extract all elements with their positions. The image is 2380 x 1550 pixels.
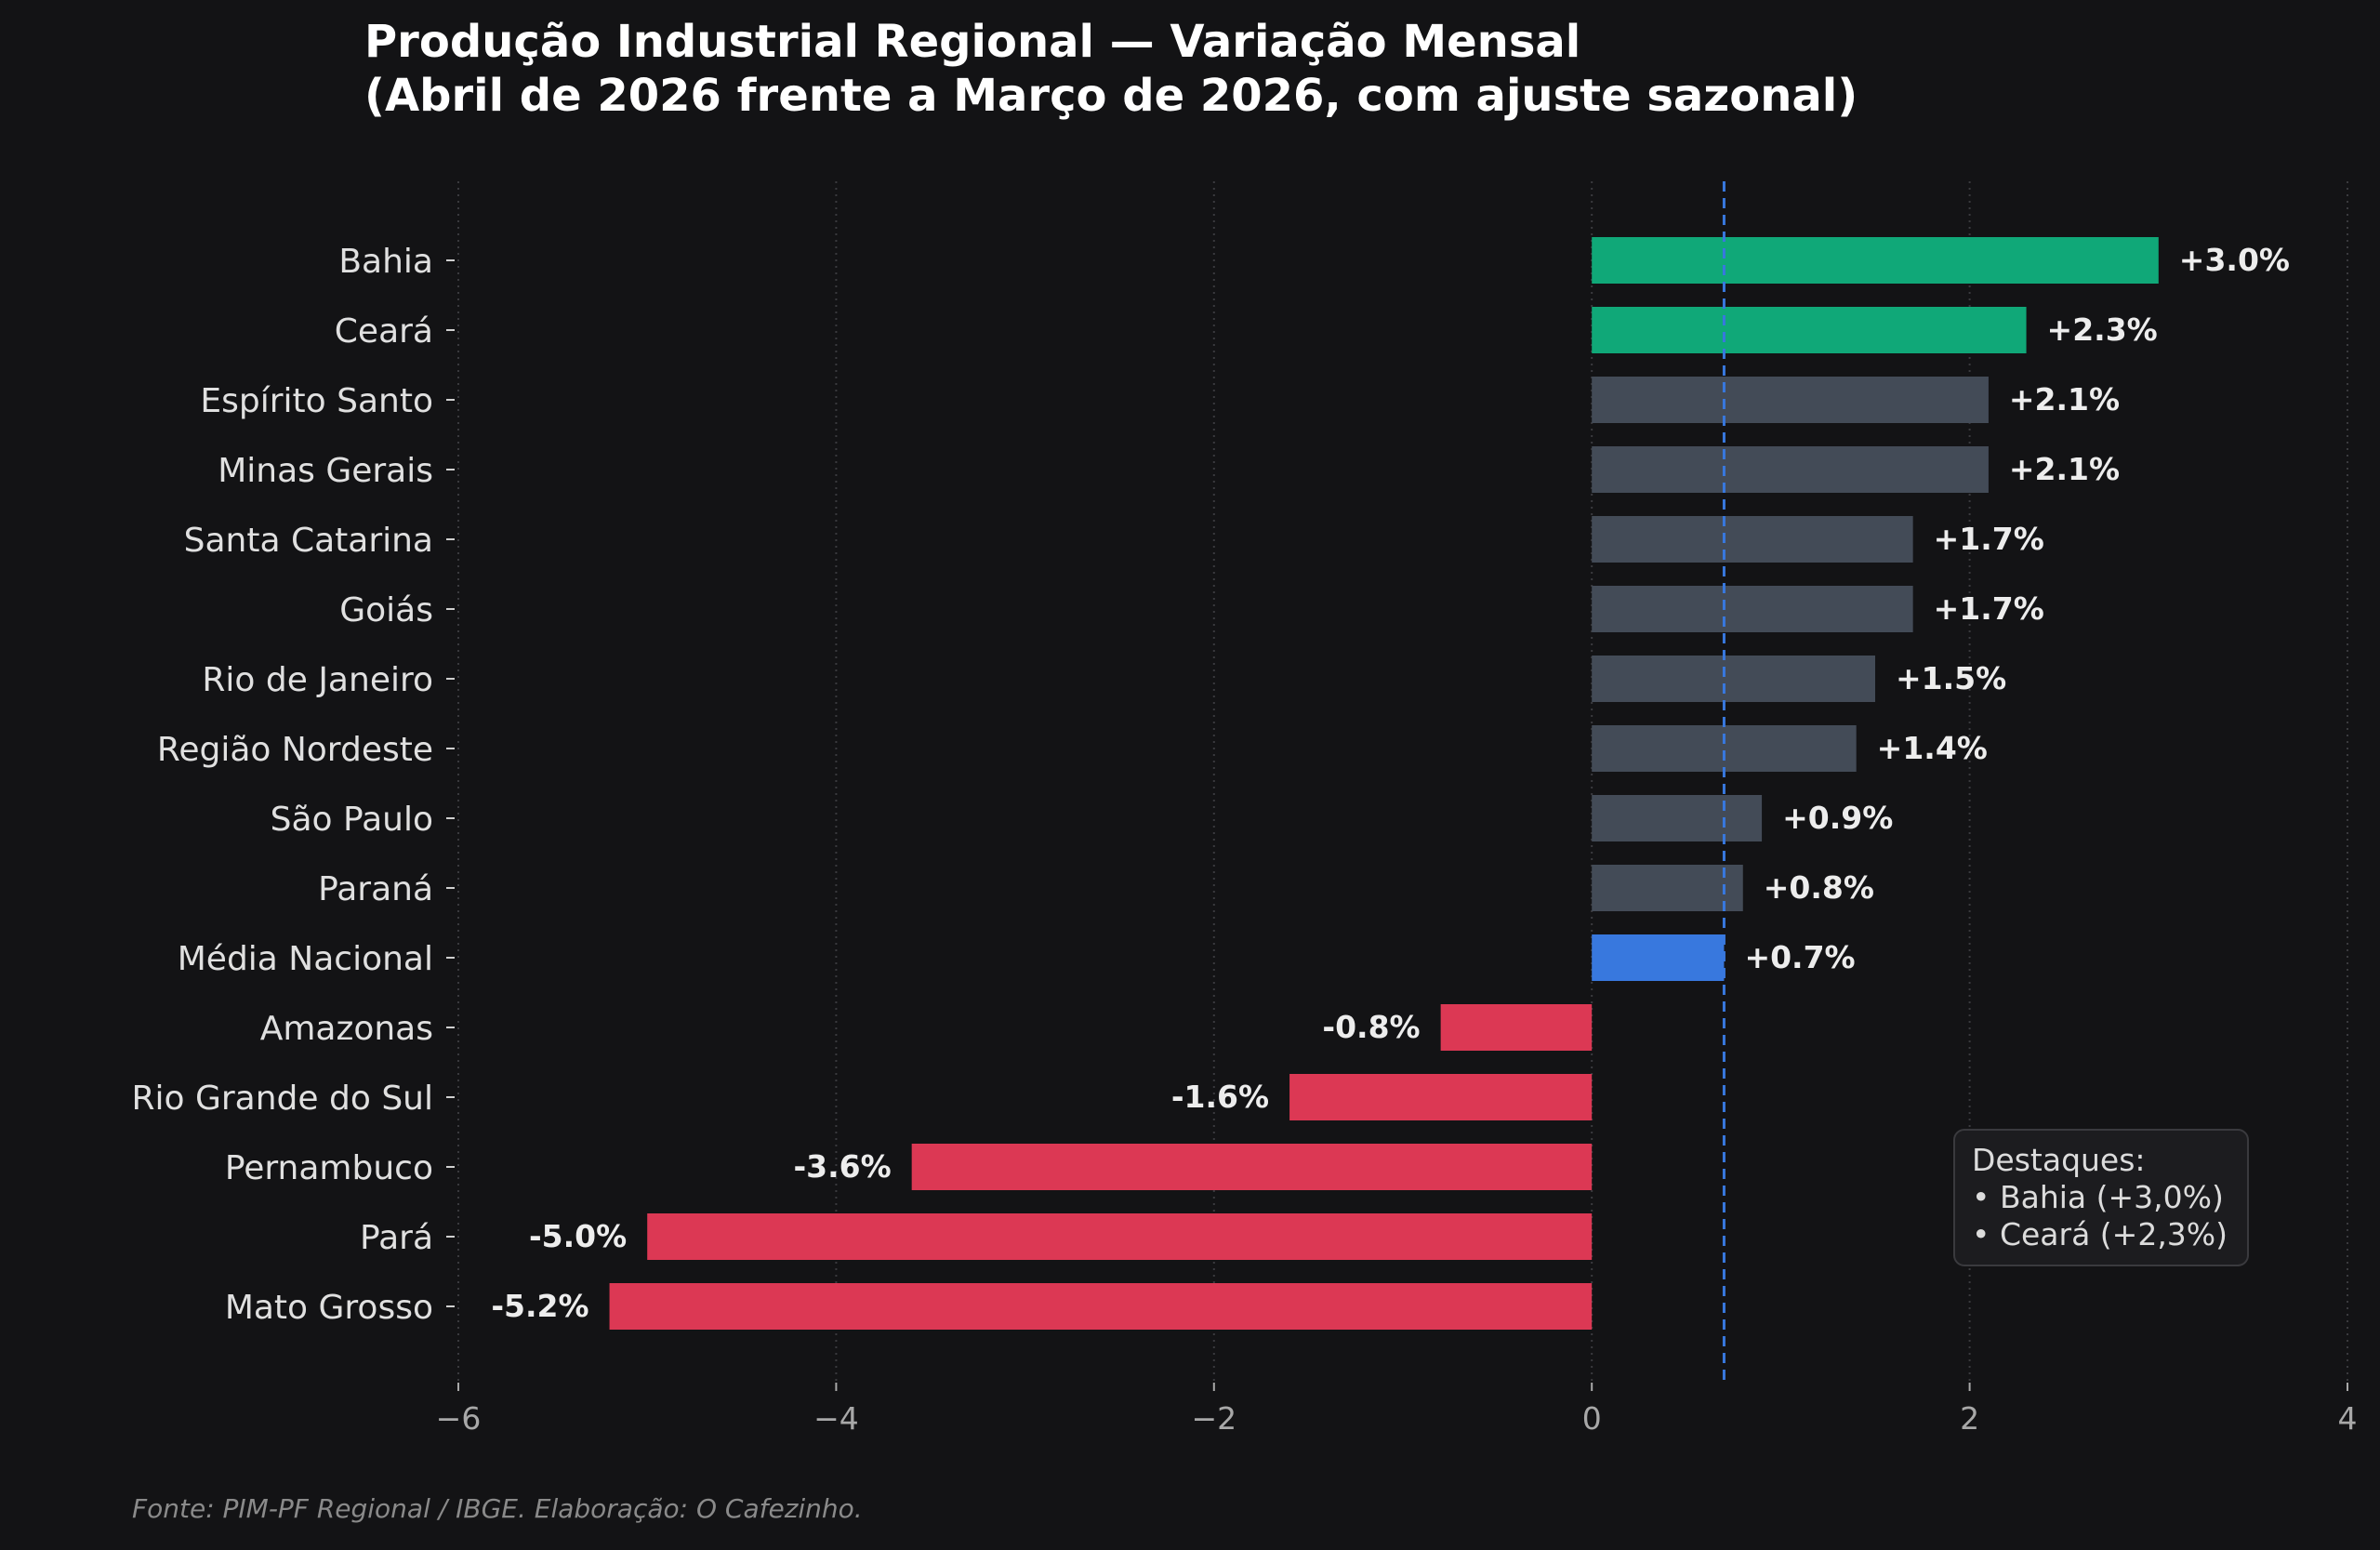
category-label: Bahia xyxy=(338,243,433,281)
bar-santa-catarina xyxy=(1592,516,1913,563)
value-label: -5.0% xyxy=(529,1218,627,1254)
category-label: Santa Catarina xyxy=(184,522,433,560)
highlights-item-bahia: • Bahia (+3,0%) xyxy=(1972,1179,2224,1215)
value-label: +3.0% xyxy=(2179,242,2290,278)
bar-rio-grande-do-sul xyxy=(1289,1074,1593,1120)
x-axis: −6 −4 −2 0 2 4 xyxy=(436,259,2358,1437)
highlights-item-ceara: • Ceará (+2,3%) xyxy=(1972,1216,2228,1252)
chart-title-line-1: Produção Industrial Regional — Variação … xyxy=(364,16,1581,68)
value-label: +2.1% xyxy=(2009,451,2120,487)
bar-amazonas xyxy=(1440,1004,1593,1051)
bar-mato-grosso xyxy=(609,1283,1593,1330)
value-label: +1.5% xyxy=(1896,660,2006,696)
value-label: +1.7% xyxy=(1934,590,2044,627)
bar-sao-paulo xyxy=(1592,795,1763,841)
value-label: +0.9% xyxy=(1782,800,1893,836)
category-label: Média Nacional xyxy=(178,940,433,978)
category-label: Mato Grosso xyxy=(225,1289,433,1327)
category-label: Região Nordeste xyxy=(157,731,433,769)
highlights-annotation: Destaques: • Bahia (+3,0%) • Ceará (+2,3… xyxy=(1953,1129,2249,1266)
x-tick-label: 2 xyxy=(1960,1400,1979,1437)
category-label: Ceará xyxy=(335,312,433,351)
category-label: Pernambuco xyxy=(225,1149,433,1187)
bar-espirito-santo xyxy=(1592,377,1989,423)
value-label: +1.4% xyxy=(1877,730,1988,766)
x-tick-label: 4 xyxy=(2338,1400,2358,1437)
value-label: -0.8% xyxy=(1322,1009,1420,1045)
value-label: -3.6% xyxy=(793,1148,891,1185)
value-label: +2.3% xyxy=(2047,311,2158,348)
value-label: -1.6% xyxy=(1171,1079,1269,1115)
source-note: Fonte: PIM-PF Regional / IBGE. Elaboraçã… xyxy=(132,1493,863,1524)
category-label: Amazonas xyxy=(260,1010,433,1048)
category-label: Pará xyxy=(360,1219,433,1257)
x-tick-label: 0 xyxy=(1582,1400,1602,1437)
grid-lines xyxy=(457,181,2348,1383)
category-label: Goiás xyxy=(339,591,433,629)
labels: Bahia +3.0% Ceará +2.3% Espírito Santo +2.1% M… xyxy=(132,242,2290,1327)
value-label: +0.7% xyxy=(1744,939,1855,975)
category-label: Rio Grande do Sul xyxy=(132,1080,434,1118)
chart-title: Produção Industrial Regional — Variação … xyxy=(364,15,1858,123)
bar-regiao-nordeste xyxy=(1592,725,1857,772)
category-label: São Paulo xyxy=(271,801,433,839)
value-label: +1.7% xyxy=(1934,521,2044,557)
chart-title-line-2: (Abril de 2026 frente a Março de 2026, c… xyxy=(364,70,1858,122)
x-tick-label: −2 xyxy=(1191,1400,1236,1437)
highlights-heading: Destaques: xyxy=(1972,1142,2146,1178)
value-label: +2.1% xyxy=(2009,381,2120,417)
bar-goias xyxy=(1592,586,1913,632)
bar-media-nacional xyxy=(1592,934,1725,981)
x-tick-label: −6 xyxy=(436,1400,482,1437)
value-label: +0.8% xyxy=(1764,869,1874,906)
category-label: Minas Gerais xyxy=(218,452,433,490)
bar-pernambuco xyxy=(911,1144,1593,1190)
bars xyxy=(609,237,2159,1330)
bar-rio-de-janeiro xyxy=(1592,656,1875,702)
x-tick-label: −4 xyxy=(813,1400,859,1437)
value-label: -5.2% xyxy=(491,1288,588,1324)
bar-bahia xyxy=(1592,237,2159,284)
bar-minas-gerais xyxy=(1592,446,1989,493)
bar-para xyxy=(647,1213,1593,1260)
category-label: Paraná xyxy=(318,870,433,908)
bar-ceara xyxy=(1592,307,2027,353)
category-label: Espírito Santo xyxy=(200,382,433,420)
bar-parana xyxy=(1592,865,1743,911)
category-label: Rio de Janeiro xyxy=(202,661,433,699)
